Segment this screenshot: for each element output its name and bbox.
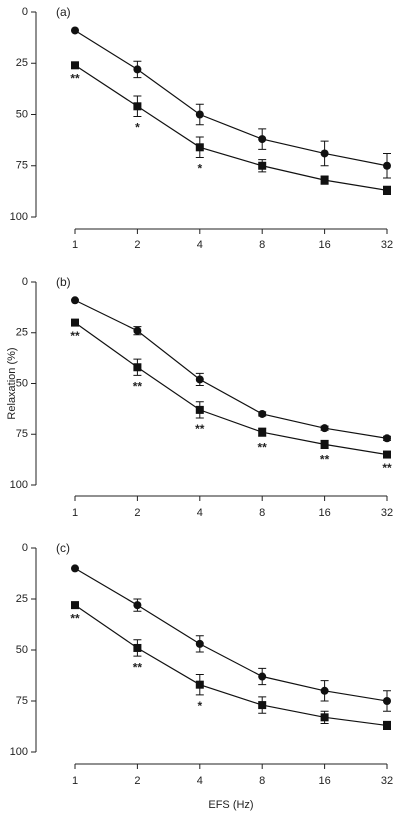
significance-mark: ** — [195, 422, 205, 436]
x-tick-label: 4 — [197, 775, 203, 787]
y-axis-label: Relaxation (%) — [6, 347, 18, 419]
data-point — [133, 601, 142, 610]
data-point — [258, 701, 267, 710]
data-point — [133, 363, 142, 372]
x-tick-label: 2 — [134, 775, 140, 787]
series-line — [74, 64, 388, 191]
data-point — [195, 639, 204, 648]
significance-mark: * — [197, 162, 202, 176]
data-point — [320, 149, 329, 158]
data-point — [320, 176, 329, 185]
x-tick-label: 16 — [318, 239, 330, 251]
x-tick-label: 2 — [134, 507, 140, 519]
data-point — [195, 143, 204, 152]
data-point — [383, 434, 391, 443]
data-point — [71, 564, 79, 573]
y-tick-label: 50 — [16, 108, 28, 120]
y-tick-label: 50 — [16, 644, 28, 656]
data-point — [258, 672, 267, 681]
significance-mark: ** — [70, 611, 80, 625]
data-point — [258, 428, 267, 437]
data-point — [133, 643, 142, 652]
data-point — [133, 65, 142, 74]
y-tick-label: 100 — [10, 746, 28, 758]
series-line — [74, 567, 388, 702]
y-tick-label: 75 — [16, 428, 28, 440]
x-tick-label: 1 — [72, 239, 78, 251]
significance-mark: ** — [133, 660, 143, 674]
series-line — [74, 299, 388, 439]
series-line — [74, 322, 388, 456]
data-point — [320, 713, 329, 722]
data-point — [383, 186, 391, 195]
significance-mark: * — [135, 121, 140, 135]
x-tick-label: 16 — [318, 775, 330, 787]
panel-label: (a) — [56, 5, 71, 19]
data-point — [258, 135, 267, 144]
x-tick-label: 4 — [197, 507, 203, 519]
data-point — [71, 296, 79, 305]
y-tick-label: 100 — [10, 211, 28, 223]
x-tick-label: 8 — [259, 507, 265, 519]
x-tick-label: 8 — [259, 775, 265, 787]
significance-mark: ** — [70, 72, 80, 86]
x-axis-label: EFS (Hz) — [208, 799, 253, 811]
data-point — [383, 697, 391, 705]
x-tick-label: 4 — [197, 239, 203, 251]
significance-mark: ** — [320, 453, 330, 467]
data-point — [383, 161, 391, 170]
data-point — [133, 102, 142, 111]
x-tick-label: 32 — [381, 507, 393, 519]
y-tick-label: 25 — [16, 593, 28, 605]
x-tick-label: 1 — [72, 775, 78, 787]
x-tick-label: 8 — [259, 239, 265, 251]
data-point — [195, 405, 204, 414]
data-point — [320, 440, 329, 449]
series-line — [74, 604, 388, 727]
significance-mark: ** — [133, 380, 143, 394]
significance-mark: ** — [70, 329, 80, 343]
y-tick-label: 0 — [22, 542, 28, 554]
data-point — [320, 686, 329, 695]
x-tick-label: 2 — [134, 239, 140, 251]
significance-mark: * — [197, 699, 202, 713]
data-point — [71, 318, 79, 327]
data-point — [383, 450, 391, 459]
data-point — [320, 424, 329, 433]
x-tick-label: 32 — [381, 775, 393, 787]
data-point — [71, 26, 79, 35]
data-point — [195, 375, 204, 384]
y-tick-label: 50 — [16, 377, 28, 389]
y-tick-label: 75 — [16, 695, 28, 707]
data-point — [195, 680, 204, 689]
panel-label: (c) — [56, 541, 70, 555]
y-tick-label: 0 — [22, 276, 28, 288]
panel-label: (b) — [56, 275, 71, 289]
data-point — [258, 409, 267, 418]
data-point — [258, 161, 267, 170]
data-point — [133, 326, 142, 335]
y-tick-label: 25 — [16, 57, 28, 69]
x-tick-label: 1 — [72, 507, 78, 519]
significance-mark: ** — [382, 461, 392, 475]
data-point — [71, 601, 79, 610]
series-line — [74, 29, 388, 167]
x-tick-label: 32 — [381, 239, 393, 251]
y-tick-label: 0 — [22, 6, 28, 18]
significance-mark: ** — [258, 440, 268, 454]
y-tick-label: 75 — [16, 160, 28, 172]
data-point — [383, 721, 391, 730]
y-tick-label: 25 — [16, 327, 28, 339]
x-tick-label: 16 — [318, 507, 330, 519]
y-tick-label: 100 — [10, 479, 28, 491]
data-point — [195, 110, 204, 119]
data-point — [71, 61, 79, 70]
